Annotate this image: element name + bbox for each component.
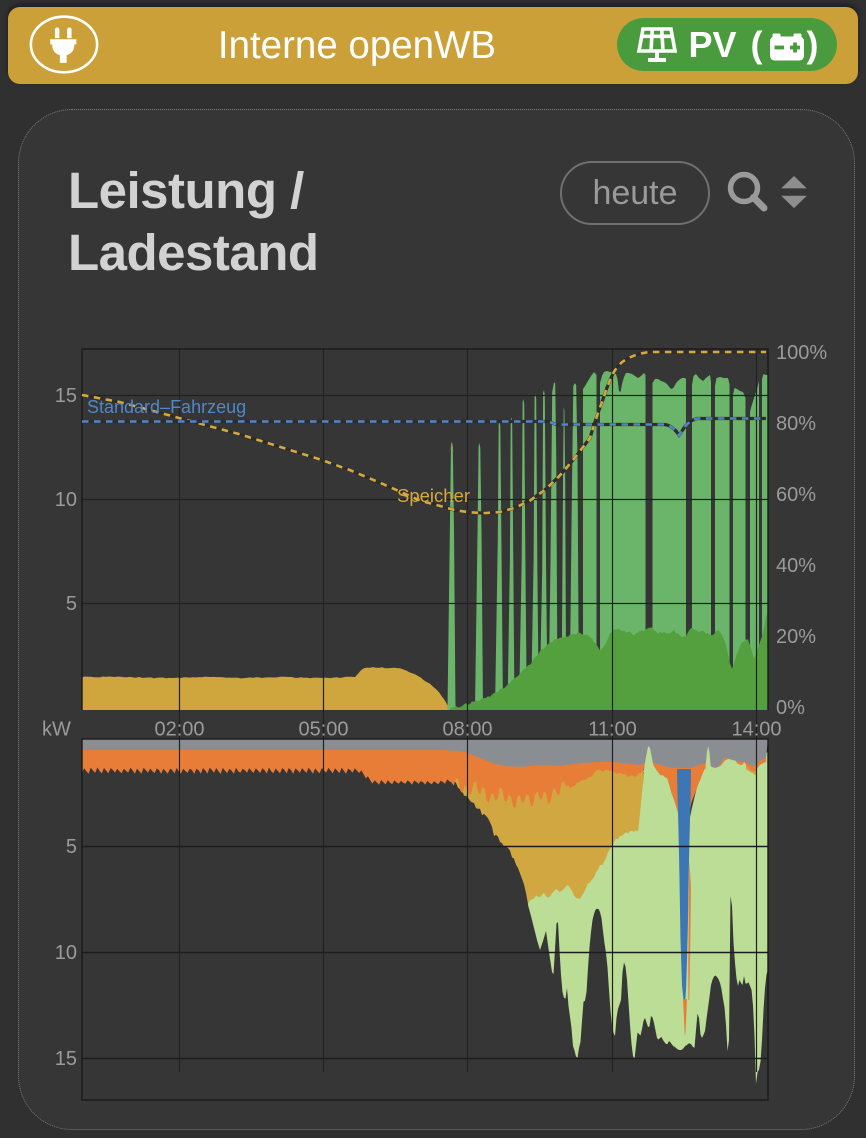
svg-text:Speicher: Speicher — [397, 485, 470, 506]
svg-text:0%: 0% — [776, 697, 805, 719]
svg-text:15: 15 — [55, 1048, 77, 1070]
svg-text:15: 15 — [55, 385, 77, 407]
svg-text:11:00: 11:00 — [588, 719, 637, 741]
svg-text:5: 5 — [66, 836, 77, 858]
svg-text:5: 5 — [66, 593, 77, 615]
svg-text:10: 10 — [55, 489, 77, 511]
svg-text:60%: 60% — [776, 484, 816, 506]
svg-text:10: 10 — [55, 942, 77, 964]
svg-text:80%: 80% — [776, 413, 816, 435]
svg-text:Standard–Fahrzeug: Standard–Fahrzeug — [87, 397, 246, 417]
svg-text:kW: kW — [42, 719, 71, 741]
svg-text:02:00: 02:00 — [154, 719, 204, 741]
svg-text:08:00: 08:00 — [442, 719, 492, 741]
svg-text:14:00: 14:00 — [731, 719, 781, 741]
svg-text:100%: 100% — [776, 342, 827, 364]
svg-text:20%: 20% — [776, 626, 816, 648]
svg-text:05:00: 05:00 — [298, 719, 348, 741]
svg-text:40%: 40% — [776, 555, 816, 577]
